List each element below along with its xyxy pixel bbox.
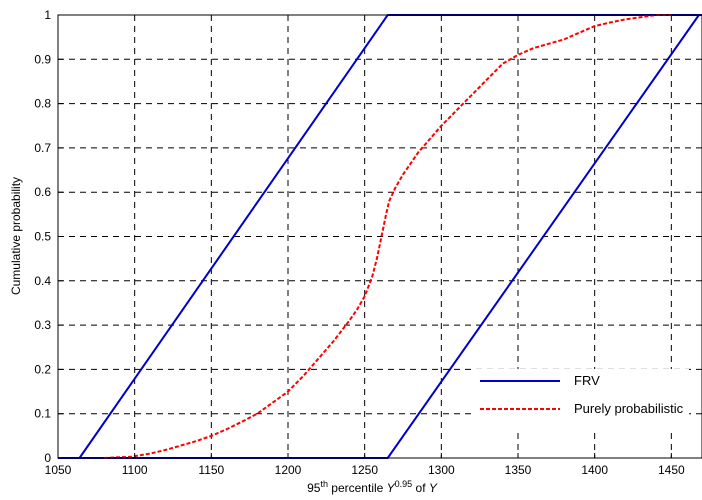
y-tick-label: 0.1 [34, 407, 51, 421]
y-tick-label: 0.5 [34, 230, 51, 244]
x-tick-label: 1400 [581, 463, 608, 477]
x-tick-label: 1250 [351, 463, 378, 477]
y-tick-label: 0.4 [34, 274, 51, 288]
x-tick-label: 1450 [658, 463, 685, 477]
y-tick-label: 0 [44, 451, 51, 465]
x-tick-label: 1050 [45, 463, 72, 477]
y-tick-label: 0.7 [34, 141, 51, 155]
y-axis-label: Cumulative probability [9, 177, 23, 295]
y-tick-label: 1 [44, 8, 51, 22]
y-tick-label: 0.2 [34, 362, 51, 376]
x-tick-label: 1150 [198, 463, 224, 477]
y-tick-label: 0.9 [34, 52, 51, 66]
x-tick-label: 1100 [122, 463, 148, 477]
x-axis-label: 95th percentile Y0.95 of Y [307, 479, 438, 495]
y-tick-label: 0.3 [34, 318, 51, 332]
y-tick-label: 0.8 [34, 97, 51, 111]
x-tick-label: 1350 [505, 463, 532, 477]
legend-label-frv: FRV [574, 373, 600, 388]
y-tick-label: 0.6 [34, 185, 51, 199]
x-tick-label: 1300 [428, 463, 455, 477]
legend-label-purely-probabilistic: Purely probabilistic [574, 401, 684, 416]
legend: FRV Purely probabilistic [474, 369, 689, 431]
x-tick-label: 1200 [275, 463, 302, 477]
